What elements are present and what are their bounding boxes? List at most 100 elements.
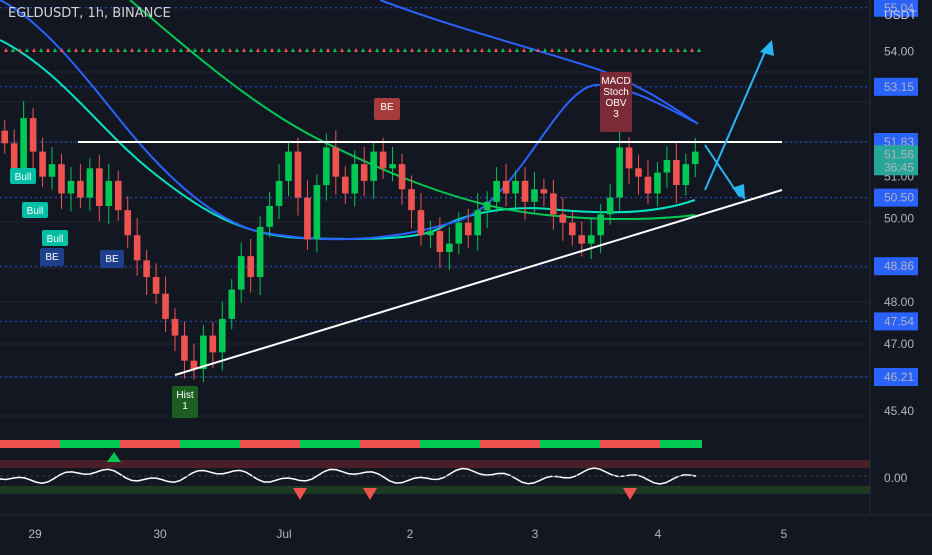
indicator-band-top: [0, 460, 870, 468]
indicator-strip: [528, 440, 534, 448]
top-signal-dot: [39, 48, 43, 52]
price-box-text-0: 55.04: [884, 1, 914, 15]
x-tick-6: 5: [781, 527, 788, 541]
candle-body: [58, 164, 65, 194]
top-signal-dot: [669, 48, 673, 52]
top-signal-dot: [214, 48, 218, 52]
indicator-strip: [402, 440, 408, 448]
candle-body: [446, 243, 453, 252]
indicator-strip: [540, 440, 546, 448]
top-signal-dot: [305, 48, 309, 52]
candle-body: [86, 168, 94, 198]
candle-body: [417, 210, 425, 236]
candle-body: [341, 176, 349, 194]
tag-macd-box: [600, 72, 632, 132]
indicator-sell-marker-0: [293, 488, 307, 500]
indicator-strip: [642, 440, 648, 448]
top-signal-dot: [46, 48, 50, 52]
tag-bull-2-text-0: Bull: [27, 206, 44, 217]
tag-hist-box: [172, 386, 198, 418]
indicator-strip: [204, 440, 210, 448]
top-signal-dot: [480, 48, 484, 52]
candle-body: [464, 222, 472, 236]
price-box-text-1: 53.15: [884, 80, 914, 94]
top-signal-dot: [221, 48, 225, 52]
tag-be-2: BE: [100, 250, 124, 268]
tag-hist-text-0: Hist: [176, 390, 193, 401]
candle-body: [673, 159, 680, 186]
indicator-strip: [18, 440, 24, 448]
indicator-strip: [210, 440, 216, 448]
top-signal-dot: [417, 48, 421, 52]
candle-body: [616, 147, 623, 198]
top-signal-dot: [193, 48, 197, 52]
top-signal-dot: [60, 48, 64, 52]
top-signal-dot: [144, 48, 148, 52]
countdown-text: 36:45: [884, 160, 914, 174]
indicator-strip: [234, 440, 240, 448]
top-signal-dot: [347, 48, 351, 52]
indicator-strip: [516, 440, 522, 448]
top-signal-dot: [298, 48, 302, 52]
top-signal-dot: [543, 48, 547, 52]
top-signal-dot: [242, 48, 246, 52]
indicator-line: [0, 467, 697, 485]
candle-body: [143, 260, 150, 278]
y-tick-6: 0.00: [884, 471, 908, 485]
candle-body: [521, 180, 529, 202]
indicator-strip: [258, 440, 264, 448]
indicator-strip: [120, 440, 126, 448]
indicator-strip: [486, 440, 492, 448]
candle-body: [20, 118, 27, 169]
candle-body: [218, 318, 226, 353]
candle-body: [691, 151, 699, 165]
indicator-strip: [378, 440, 384, 448]
top-signal-dot: [585, 48, 589, 52]
tag-be-3-text-0: BE: [380, 102, 394, 113]
top-signal-dot: [473, 48, 477, 52]
top-signal-dot: [571, 48, 575, 52]
top-signal-dot: [109, 48, 113, 52]
indicator-strip: [162, 440, 168, 448]
top-signal-dot: [676, 48, 680, 52]
top-signal-dot: [319, 48, 323, 52]
current-price-box: [874, 145, 918, 176]
indicator-strip: [150, 440, 156, 448]
indicator-strip: [36, 440, 42, 448]
indicator-strip: [606, 440, 612, 448]
candle-body: [436, 231, 444, 252]
indicator-strip: [342, 440, 348, 448]
indicator-strip: [240, 440, 246, 448]
candle-body: [313, 185, 321, 240]
price-box-0: [874, 0, 918, 17]
candle-body: [559, 214, 567, 223]
candle-body: [587, 235, 595, 244]
candle-body: [531, 189, 538, 202]
top-signal-dot: [256, 48, 260, 52]
y-tick-5: 45.40: [884, 404, 914, 418]
top-signal-dot: [487, 48, 491, 52]
indicator-strip: [60, 440, 66, 448]
indicator-strip: [90, 440, 96, 448]
candle-body: [389, 164, 396, 169]
indicator-strip: [276, 440, 282, 448]
tag-be-2-box: [100, 250, 124, 268]
top-signal-dot: [137, 48, 141, 52]
top-signal-dot: [165, 48, 169, 52]
candle-body: [540, 189, 548, 194]
top-signal-dot: [179, 48, 183, 52]
top-signal-dot: [102, 48, 106, 52]
top-signal-dot: [459, 48, 463, 52]
tag-be-3: BE: [374, 98, 400, 120]
tag-bull-3-box: [42, 230, 68, 246]
indicator-strip: [450, 440, 456, 448]
price-box-text-3: 50.50: [884, 191, 914, 205]
x-tick-1: 30: [153, 527, 167, 541]
top-signal-dot: [340, 48, 344, 52]
indicator-sell-marker-1: [363, 488, 377, 500]
indicator-strip: [48, 440, 54, 448]
price-box-5: [874, 312, 918, 331]
